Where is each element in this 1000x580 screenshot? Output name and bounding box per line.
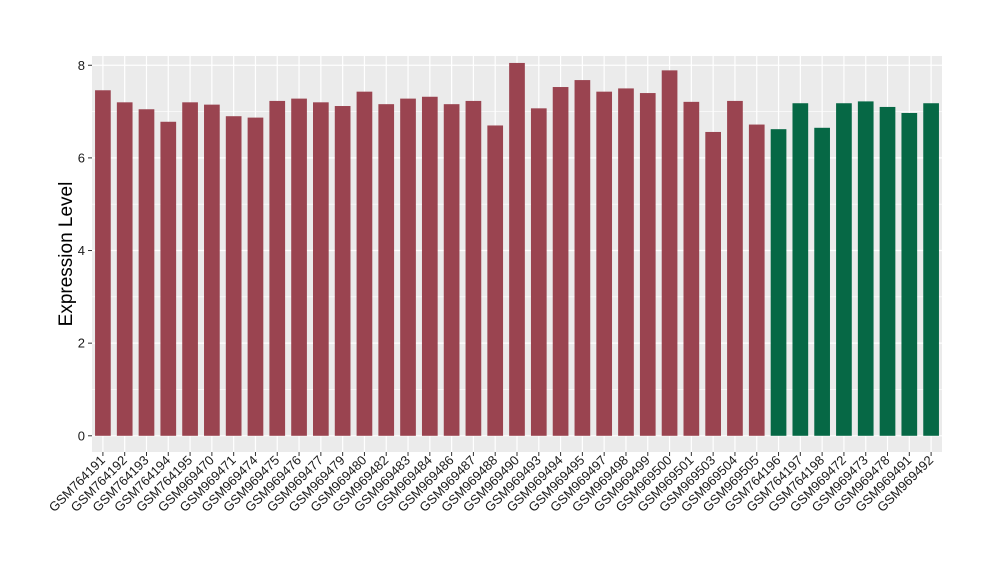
bar-GSM969500 (661, 70, 678, 436)
bar-GSM969470 (204, 104, 220, 436)
bars (95, 62, 939, 436)
bar-GSM764193 (138, 109, 155, 436)
bar-GSM969494 (552, 87, 569, 436)
bar-GSM969477 (313, 102, 329, 436)
bar-GSM969471 (225, 116, 242, 436)
bar-GSM969490 (509, 62, 525, 436)
bar-GSM969478 (879, 106, 896, 436)
bar-GSM764192 (116, 102, 133, 436)
bar-GSM764198 (814, 127, 830, 436)
bar-GSM969495 (574, 80, 591, 436)
bar-GSM764194 (160, 121, 177, 436)
y-axis-title: Expression Level (56, 182, 77, 327)
bar-GSM969482 (378, 104, 395, 436)
bar-GSM969486 (443, 104, 460, 436)
bar-GSM969480 (356, 91, 373, 436)
y-tick-label: 4 (78, 243, 85, 258)
bar-GSM969501 (683, 101, 700, 436)
bar-GSM969493 (530, 108, 547, 436)
y-tick-label: 0 (78, 428, 85, 443)
bar-GSM764197 (792, 103, 809, 436)
bar-GSM969488 (487, 125, 504, 436)
bar-GSM969473 (857, 101, 874, 436)
bar-GSM969505 (748, 124, 765, 436)
y-axis: 0 2 4 6 8 (78, 58, 92, 443)
bar-GSM969491 (901, 112, 918, 436)
bar-GSM969498 (618, 88, 634, 436)
bar-GSM969497 (596, 91, 613, 436)
x-axis: GSM764191GSM764192GSM764193GSM764194GSM7… (46, 452, 936, 515)
bar-GSM969475 (269, 100, 286, 436)
bar-GSM969487 (465, 100, 482, 436)
bar-GSM969484 (421, 96, 438, 436)
bar-GSM764196 (770, 129, 787, 436)
bar-GSM969483 (400, 98, 416, 436)
bar-GSM969503 (705, 131, 721, 436)
bar-GSM969472 (836, 103, 852, 436)
bar-GSM969499 (639, 93, 656, 436)
y-tick-label: 8 (78, 58, 85, 73)
bar-GSM969476 (291, 98, 307, 436)
bar-GSM764191 (95, 90, 111, 436)
bar-GSM764195 (182, 102, 198, 436)
bar-GSM969492 (923, 103, 939, 436)
bar-GSM969474 (247, 117, 264, 436)
bar-GSM969479 (334, 106, 351, 436)
bar-GSM969504 (727, 100, 743, 436)
y-tick-label: 2 (78, 336, 85, 351)
y-tick-label: 6 (78, 150, 85, 165)
